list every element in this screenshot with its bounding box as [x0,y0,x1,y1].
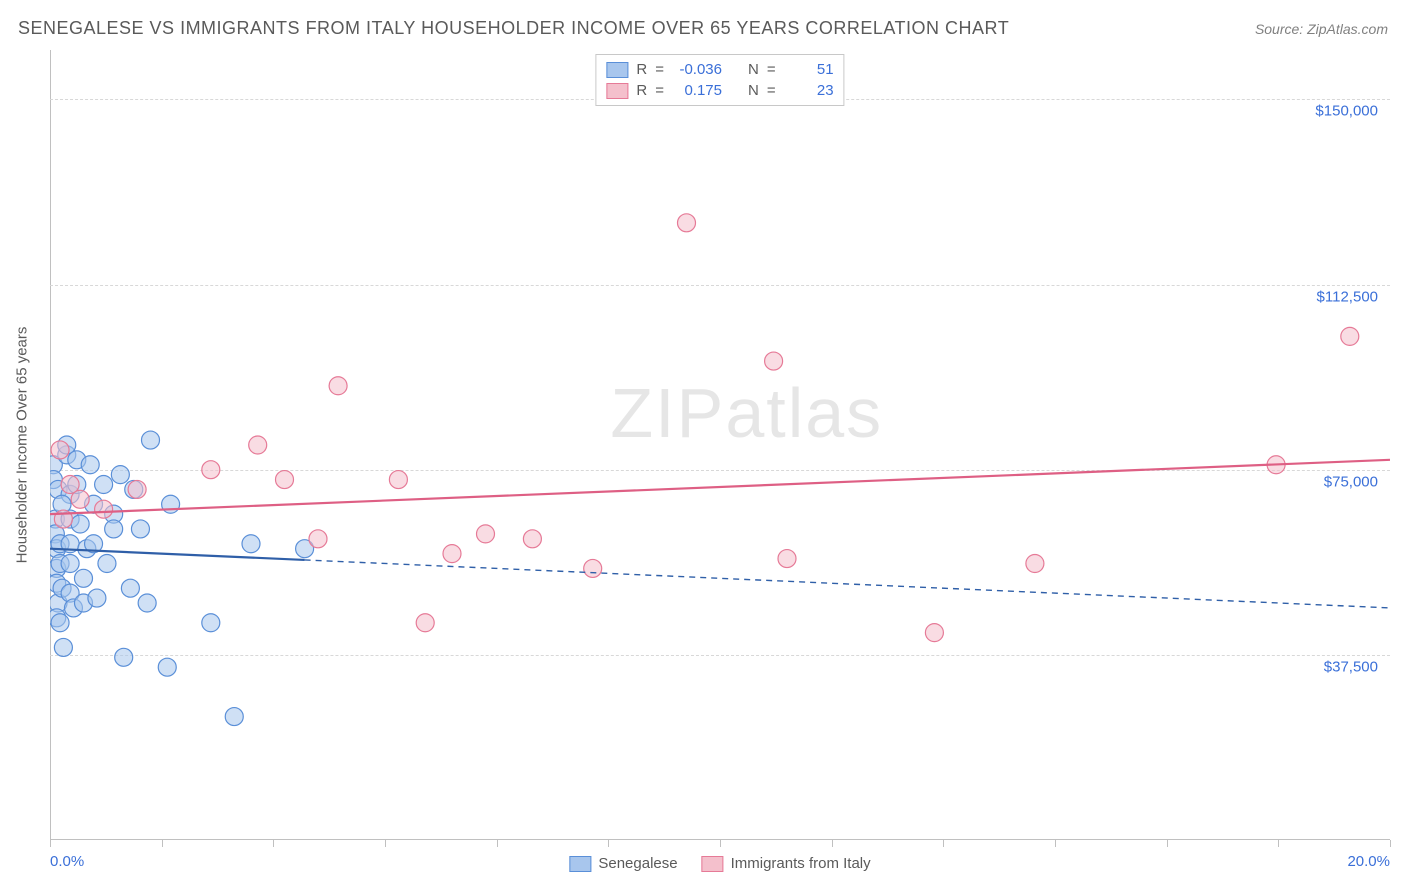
data-point-senegalese [61,555,79,573]
legend-n-label: N [748,82,759,99]
data-point-senegalese [202,614,220,632]
legend-swatch [606,62,628,78]
data-point-italy [416,614,434,632]
x-tick [50,840,51,847]
legend-correlation: R = -0.036 N = 51 R = 0.175 N = 23 [595,54,844,106]
chart-area: Householder Income Over 65 years ZIPatla… [50,50,1390,840]
data-point-senegalese [81,456,99,474]
data-point-italy [778,550,796,568]
data-point-italy [765,352,783,370]
legend-correlation-row: R = 0.175 N = 23 [606,80,833,101]
data-point-senegalese [158,658,176,676]
x-tick [1055,840,1056,847]
trend-line-italy [50,460,1390,514]
legend-swatch [702,856,724,872]
legend-n-label: N [748,61,759,78]
equals: = [767,82,776,99]
chart-title: SENEGALESE VS IMMIGRANTS FROM ITALY HOUS… [18,18,1009,39]
legend-series-name: Senegalese [598,855,677,872]
data-point-senegalese [51,614,69,632]
legend-n-value: 51 [784,61,834,78]
legend-correlation-row: R = -0.036 N = 51 [606,59,833,80]
data-point-italy [523,530,541,548]
x-tick [162,840,163,847]
data-point-senegalese [98,555,116,573]
data-point-italy [1341,327,1359,345]
y-axis-title: Householder Income Over 65 years [14,327,31,564]
legend-r-label: R [636,61,647,78]
data-point-italy [71,490,89,508]
data-point-senegalese [142,431,160,449]
x-label-min: 0.0% [50,853,84,870]
data-point-senegalese [75,569,93,587]
data-point-italy [329,377,347,395]
data-point-senegalese [111,466,129,484]
equals: = [655,82,664,99]
legend-swatch [569,856,591,872]
x-tick [273,840,274,847]
data-point-senegalese [54,638,72,656]
legend-series: Senegalese Immigrants from Italy [569,855,870,872]
x-tick [497,840,498,847]
data-point-senegalese [138,594,156,612]
data-point-italy [443,545,461,563]
x-tick [943,840,944,847]
legend-r-label: R [636,82,647,99]
data-point-senegalese [105,520,123,538]
equals: = [655,61,664,78]
data-point-italy [95,500,113,518]
legend-series-item: Senegalese [569,855,677,872]
x-tick [608,840,609,847]
x-label-max: 20.0% [1347,853,1390,870]
legend-n-value: 23 [784,82,834,99]
x-tick [385,840,386,847]
data-point-italy [678,214,696,232]
scatter-plot [50,50,1390,840]
legend-series-item: Immigrants from Italy [702,855,871,872]
x-tick [832,840,833,847]
data-point-italy [309,530,327,548]
trend-line-dashed-senegalese [305,560,1390,608]
data-point-italy [584,559,602,577]
source-label: Source: ZipAtlas.com [1255,21,1388,37]
data-point-senegalese [88,589,106,607]
data-point-senegalese [121,579,139,597]
data-point-italy [202,461,220,479]
data-point-italy [1026,555,1044,573]
legend-series-name: Immigrants from Italy [731,855,871,872]
legend-r-value: -0.036 [672,61,722,78]
data-point-italy [925,624,943,642]
x-tick [1167,840,1168,847]
data-point-senegalese [131,520,149,538]
data-point-senegalese [71,515,89,533]
data-point-italy [276,471,294,489]
x-tick [1278,840,1279,847]
data-point-senegalese [242,535,260,553]
legend-r-value: 0.175 [672,82,722,99]
legend-swatch [606,83,628,99]
data-point-senegalese [95,476,113,494]
data-point-senegalese [115,648,133,666]
data-point-italy [477,525,495,543]
data-point-italy [51,441,69,459]
data-point-italy [128,480,146,498]
data-point-senegalese [225,708,243,726]
equals: = [767,61,776,78]
data-point-italy [249,436,267,454]
data-point-italy [389,471,407,489]
x-tick [720,840,721,847]
x-tick [1390,840,1391,847]
